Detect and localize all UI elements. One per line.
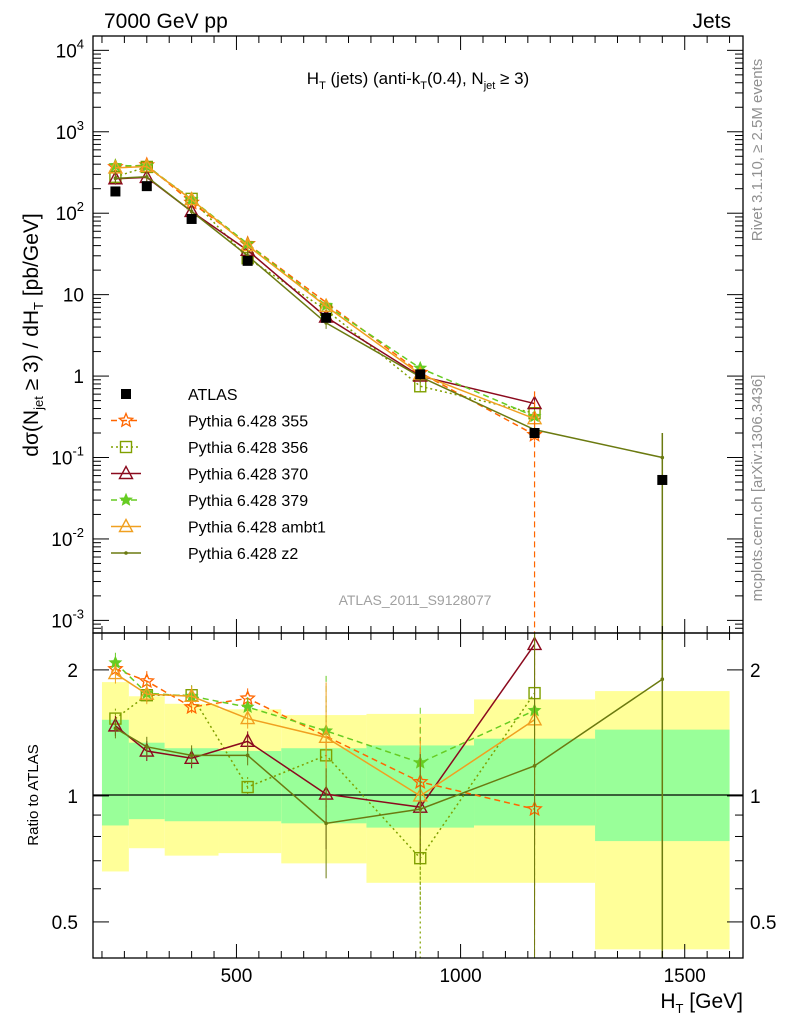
- marker-square: [241, 780, 254, 794]
- legend-entry: Pythia 6.428 356: [111, 440, 308, 457]
- series-line: [115, 176, 663, 459]
- y-tick-label: 102: [56, 199, 84, 225]
- marker-square-filled: [186, 213, 197, 224]
- marker-star: [117, 411, 135, 428]
- marker-triangle: [139, 685, 155, 700]
- y-axis-title-ratio: Ratio to ATLAS: [25, 744, 42, 845]
- marker-star-filled: [119, 492, 133, 506]
- marker-dot: [113, 726, 118, 731]
- legend-entry: Pythia 6.428 z2: [111, 546, 298, 563]
- series-line: [115, 176, 535, 405]
- marker-dot: [245, 753, 250, 758]
- marker-triangle: [183, 191, 200, 206]
- y-tick-label: 104: [56, 36, 84, 62]
- analysis-watermark: ATLAS_2011_S9128077: [339, 592, 492, 608]
- x-tick-label: 500: [221, 966, 253, 987]
- band-inner: [281, 748, 367, 824]
- legend-label: Pythia 6.428 379: [188, 493, 308, 510]
- series-line: [115, 164, 535, 418]
- energy-label: 7000 GeV pp: [104, 10, 228, 33]
- y-tick-label: 10: [63, 286, 84, 307]
- ratio-tick-label: 0.5: [52, 913, 78, 934]
- x-axis-title: HT [GeV]: [660, 990, 743, 1016]
- marker-triangle: [239, 710, 256, 725]
- marker-triangle: [107, 665, 124, 680]
- ratio-tick-label-right: 2: [750, 661, 761, 682]
- legend-label: Pythia 6.428 355: [188, 414, 308, 431]
- axes: 500 1000 1500 10-3 10-2 10-1 1 10 102 103 104 0.5 0.…: [51, 36, 776, 987]
- ratio-tick-label: 2: [67, 661, 78, 682]
- legend-label: Pythia 6.428 370: [188, 467, 308, 484]
- marker-triangle: [318, 297, 334, 312]
- series-line: [115, 166, 535, 414]
- y-tick-label: 10-2: [51, 525, 84, 551]
- y-tick-label: 10-1: [51, 444, 84, 470]
- y-axis-title-main: dσ(Njet ≥ 3) / dHT [pb/GeV]: [20, 213, 46, 456]
- band-inner: [218, 751, 282, 822]
- ratio-tick-label: 1: [67, 787, 78, 808]
- marker-triangle: [526, 395, 543, 410]
- marker-square-filled: [110, 186, 121, 197]
- legend-entry: Pythia 6.428 355: [111, 411, 308, 431]
- legend: ATLAS Pythia 6.428 355 Pythia 6.428 356 Pyt…: [111, 387, 326, 563]
- plot-title: HT (jets) (anti-kT(0.4), Njet ≥ 3): [307, 69, 529, 92]
- y-tick-label: 103: [56, 118, 84, 144]
- marker-square: [119, 440, 133, 454]
- marker-triangle: [318, 728, 334, 744]
- marker-dot: [189, 753, 194, 758]
- x-tick-label: 1500: [664, 966, 706, 987]
- legend-entry: ATLAS: [121, 387, 238, 404]
- marker-square-filled: [121, 389, 131, 399]
- legend-entry: Pythia 6.428 ambt1: [111, 518, 326, 537]
- y-tick-label: 10-3: [51, 606, 84, 632]
- ratio-tick-label-right: 0.5: [750, 913, 776, 934]
- ratio-line: [115, 668, 535, 810]
- x-tick-label: 1000: [439, 966, 481, 987]
- marker-square-filled: [242, 255, 253, 266]
- marker-square-filled: [141, 181, 152, 192]
- mcplots-label: mcplots.cern.ch [arXiv:1306.3436]: [749, 375, 766, 602]
- marker-dot: [144, 745, 149, 749]
- marker-triangle: [118, 465, 134, 480]
- marker-dot: [113, 176, 118, 181]
- y-tick-label: 1: [73, 367, 84, 388]
- marker-dot: [532, 764, 537, 768]
- marker-square-filled: [657, 474, 668, 485]
- marker-triangle: [183, 687, 200, 702]
- marker-dot: [324, 821, 328, 826]
- marker-square-filled: [529, 428, 540, 439]
- marker-dot: [144, 174, 149, 179]
- legend-entry: Pythia 6.428 370: [111, 465, 308, 484]
- ratio-panel-series: [107, 633, 665, 958]
- legend-label: Pythia 6.428 356: [188, 440, 308, 457]
- series-line: [115, 165, 535, 420]
- marker-square-filled: [415, 369, 426, 380]
- ratio-line: [115, 678, 663, 825]
- marker-triangle: [118, 518, 134, 533]
- rivet-label: Rivet 3.1.10, ≥ 2.5M events: [749, 59, 766, 242]
- legend-entry: Pythia 6.428 379: [111, 492, 308, 510]
- uncertainty-bands: [101, 682, 730, 950]
- category-label: Jets: [692, 10, 731, 33]
- legend-label: Pythia 6.428 ambt1: [188, 520, 326, 537]
- main-panel-series: [107, 156, 668, 633]
- marker-dot: [189, 209, 194, 214]
- legend-label: ATLAS: [188, 387, 238, 404]
- marker-dot: [124, 551, 128, 555]
- ratio-tick-label-right: 1: [750, 787, 761, 808]
- marker-square-filled: [321, 312, 332, 323]
- marker-dot: [418, 807, 423, 811]
- main-panel-frame: [92, 35, 744, 634]
- marker-star: [183, 698, 200, 715]
- legend-label: Pythia 6.428 z2: [188, 546, 298, 563]
